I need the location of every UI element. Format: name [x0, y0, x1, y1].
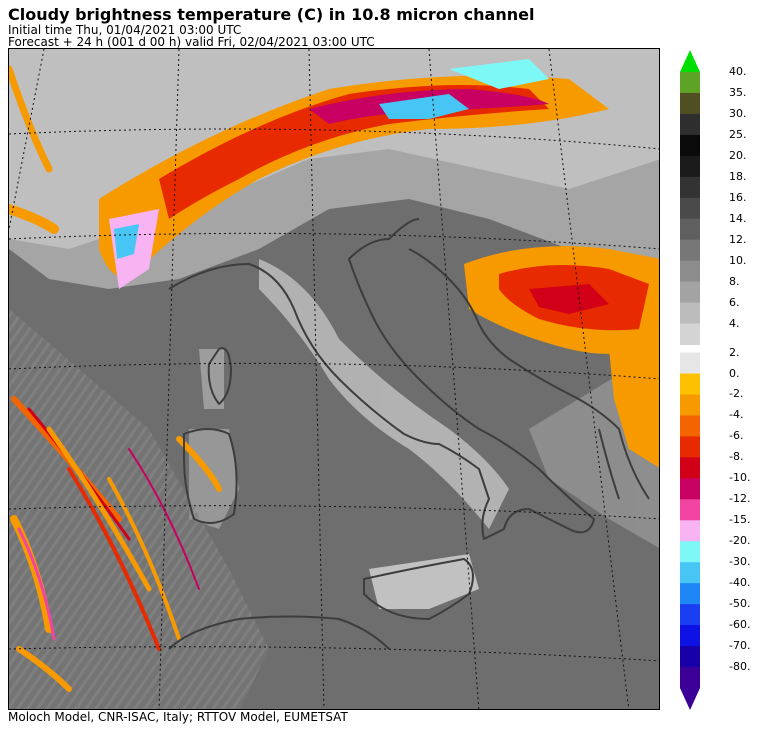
colorbar-swatch — [680, 134, 700, 157]
colorbar-label: 18. — [729, 169, 747, 183]
colorbar-swatch — [680, 197, 700, 220]
colorbar-label: -50. — [729, 597, 751, 611]
colorbar-swatch — [680, 415, 700, 437]
colorbar-label: 35. — [729, 85, 747, 99]
colorbar-label: -2. — [729, 387, 744, 401]
colorbar-swatch — [680, 499, 700, 521]
colorbar-label: 2. — [729, 345, 740, 359]
colorbar-swatch — [680, 155, 700, 178]
brightness-temperature-map — [8, 48, 660, 710]
colorbar-label: -70. — [729, 639, 751, 653]
colorbar-graphic — [680, 50, 700, 710]
map-title: Cloudy brightness temperature (C) in 10.… — [8, 5, 535, 24]
balkan-cold-cloud — [464, 246, 659, 468]
colorbar-swatch — [680, 520, 700, 542]
colorbar-swatch — [680, 323, 700, 346]
colorbar-label: -8. — [729, 450, 744, 464]
colorbar-label: -80. — [729, 660, 751, 674]
graticule — [9, 49, 659, 709]
colorbar-swatch — [680, 667, 700, 689]
colorbar-swatch — [680, 562, 700, 584]
colorbar-label: -60. — [729, 618, 751, 632]
colorbar-swatch — [680, 373, 700, 395]
colorbar-swatch — [680, 541, 700, 563]
colorbar-label: -20. — [729, 534, 751, 548]
colorbar-swatch — [680, 92, 700, 115]
colorbar-swatch — [680, 72, 700, 94]
colorbar-label: 14. — [729, 211, 747, 225]
colorbar-label: 4. — [729, 316, 740, 330]
colorbar-swatch — [680, 478, 700, 500]
colorbar-label: 25. — [729, 127, 747, 141]
colorbar-swatch — [680, 352, 700, 375]
colorbar-swatch — [680, 394, 700, 416]
colorbar-swatch — [680, 583, 700, 605]
colorbar-label: 30. — [729, 106, 747, 120]
colorbar-top-arrow — [680, 50, 700, 72]
colorbar-swatch — [680, 604, 700, 626]
colorbar-label: 16. — [729, 190, 747, 204]
colorbar-swatch — [680, 646, 700, 668]
colorbar-label: 12. — [729, 232, 747, 246]
colorbar-swatch — [680, 436, 700, 458]
colorbar-label: 6. — [729, 295, 740, 309]
forecast-time: Forecast + 24 h (001 d 00 h) valid Fri, … — [8, 35, 375, 49]
colorbar-label: 10. — [729, 253, 747, 267]
colorbar-swatch — [680, 260, 700, 283]
colorbar-legend: 40. 35. 30. 25. 20. 18. 16. 14. 12. 10. 8. 6. 4. 2. 0.… — [676, 46, 760, 716]
colorbar-label: -4. — [729, 408, 744, 422]
colorbar-bottom-arrow — [680, 688, 700, 710]
colorbar-swatch — [680, 281, 700, 304]
alpine-cold-cloud-band — [99, 59, 609, 289]
colorbar-swatch — [680, 113, 700, 136]
colorbar-swatch — [680, 176, 700, 199]
colorbar-label: 40. — [729, 65, 747, 78]
colorbar-label: -30. — [729, 555, 751, 569]
colorbar-swatch — [680, 625, 700, 647]
colorbar-swatch — [680, 239, 700, 262]
colorbar-label: -6. — [729, 429, 744, 443]
model-credits: Moloch Model, CNR-ISAC, Italy; RTTOV Mod… — [8, 710, 348, 724]
colorbar-swatch — [680, 302, 700, 325]
colorbar-label: 0. — [729, 366, 740, 380]
colorbar-swatch — [680, 457, 700, 479]
initial-time: Initial time Thu, 01/04/2021 03:00 UTC — [8, 23, 242, 37]
colorbar-label: 20. — [729, 148, 747, 162]
colorbar-label: -10. — [729, 471, 751, 485]
colorbar-label: -15. — [729, 513, 751, 527]
colorbar-swatch — [680, 218, 700, 241]
coastlines — [168, 218, 650, 650]
colorbar-label: -12. — [729, 492, 751, 506]
colorbar-label: -40. — [729, 576, 751, 590]
colorbar-label: 8. — [729, 274, 740, 288]
